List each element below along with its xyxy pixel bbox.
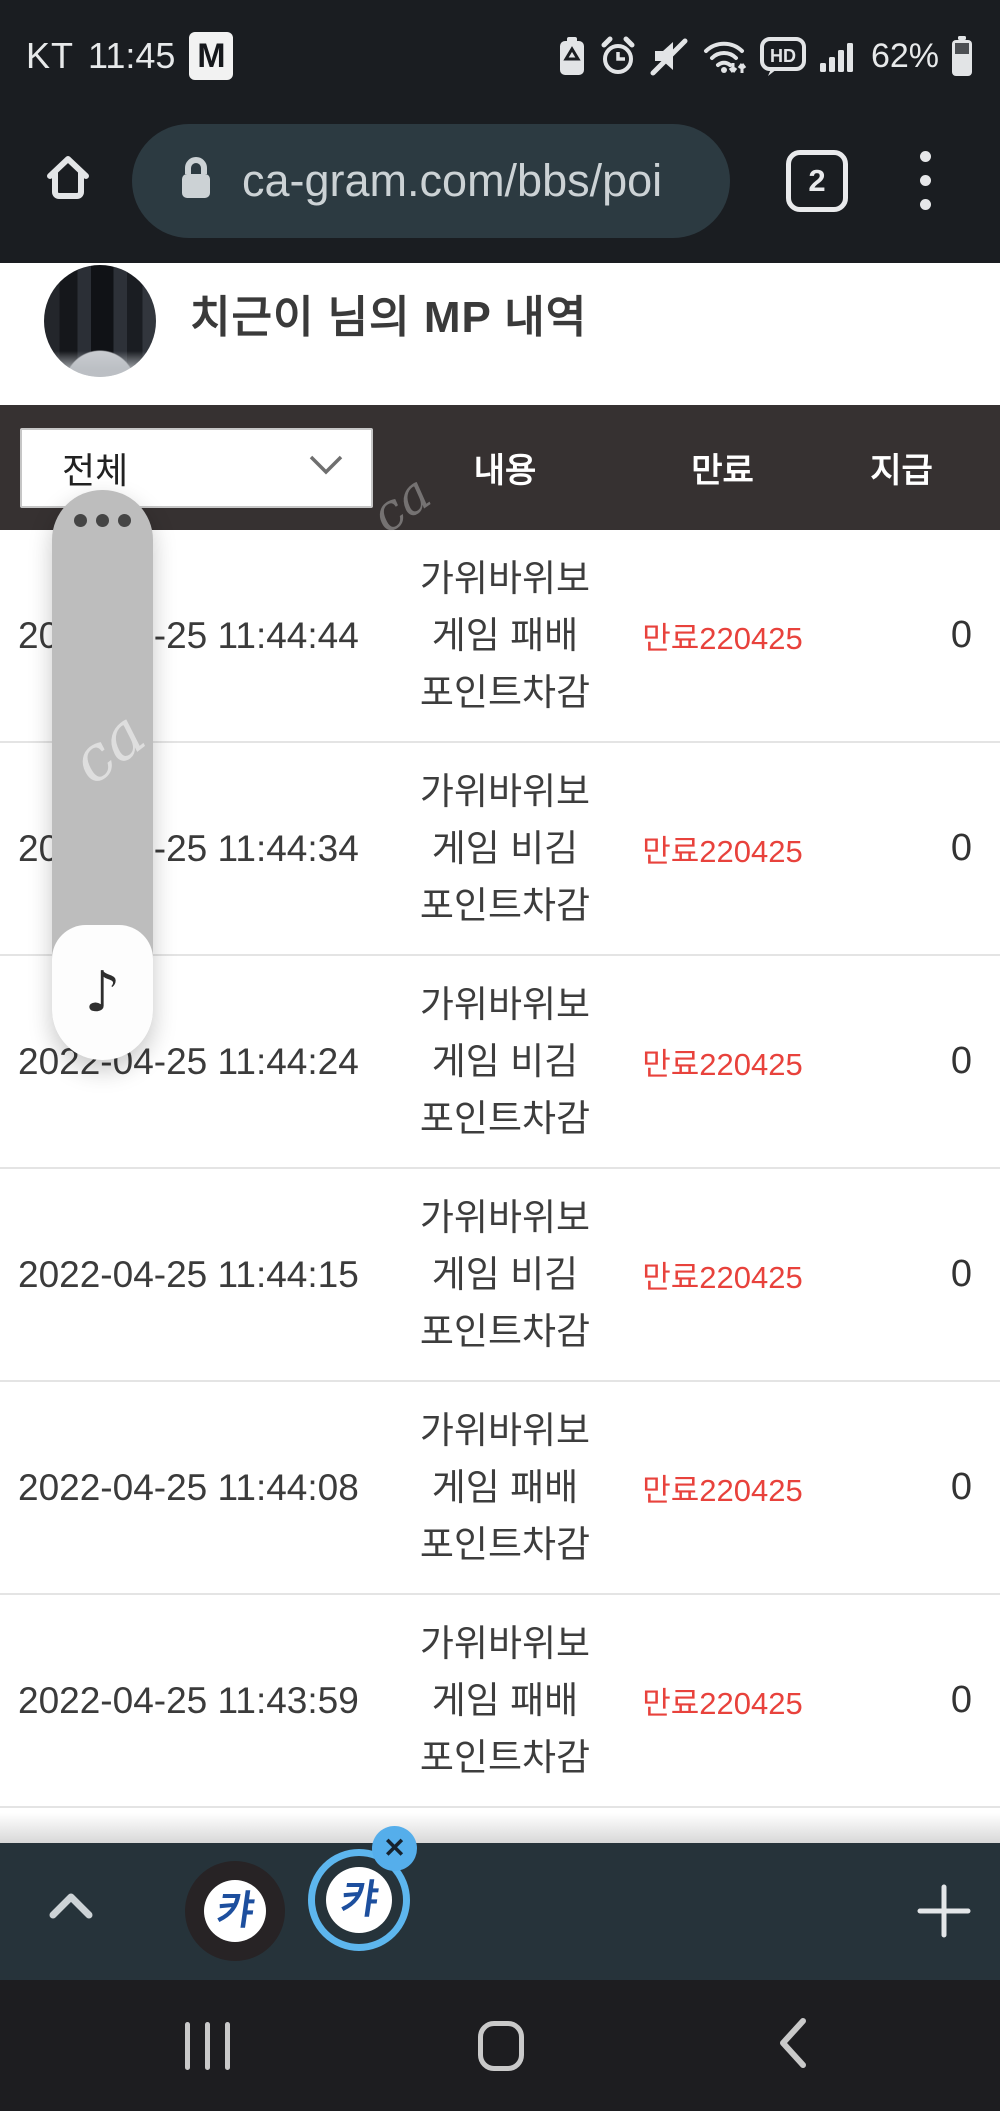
menu-dot bbox=[920, 175, 931, 186]
svg-text:HD: HD bbox=[770, 46, 796, 66]
app-logo: 캬 bbox=[326, 1867, 392, 1933]
filter-selected-value: 전체 bbox=[62, 449, 129, 491]
page-bottom-shade bbox=[0, 1813, 1000, 1843]
status-bar: KT 11:45 M HD bbox=[0, 18, 1000, 94]
row-content: 가위바위보 게임 패배 포인트차감 bbox=[419, 1623, 591, 1778]
table-row: 2022-04-25 11:43:59 가위바위보 게임 패배 포인트차감 만료… bbox=[0, 1595, 1000, 1808]
row-pay: 0 bbox=[950, 827, 972, 869]
table-row: 2022-04-25 11:44:15 가위바위보 게임 비김 포인트차감 만료… bbox=[0, 1169, 1000, 1382]
carrier-label: KT bbox=[26, 35, 75, 76]
recents-button[interactable] bbox=[185, 2021, 230, 2070]
back-chevron-icon bbox=[771, 2018, 815, 2077]
filter-select[interactable]: 전체 bbox=[20, 427, 373, 508]
row-datetime: 2022-04-25 11:44:08 bbox=[18, 1466, 359, 1508]
tab-count-button[interactable]: 2 bbox=[786, 149, 848, 212]
chevron-up-icon bbox=[45, 1893, 97, 1931]
home-icon bbox=[40, 150, 96, 211]
row-datetime: 2022-04-25 11:44:24 bbox=[18, 1040, 359, 1082]
row-expire: 만료220425 bbox=[642, 1260, 803, 1295]
browser-chrome: KT 11:45 M HD bbox=[0, 0, 1000, 263]
battery-icon bbox=[950, 34, 974, 78]
row-expire: 만료220425 bbox=[642, 1047, 803, 1082]
table-header: 전체 내용 만료 지급 bbox=[0, 405, 1000, 530]
column-header-pay: 지급 bbox=[870, 452, 933, 490]
app-bubble[interactable]: 캬 bbox=[185, 1861, 285, 1961]
status-time: 11:45 bbox=[88, 35, 176, 76]
recents-icon bbox=[185, 2021, 190, 2070]
row-content: 가위바위보 게임 패배 포인트차감 bbox=[419, 1410, 591, 1565]
browser-home-button[interactable] bbox=[38, 151, 98, 211]
back-button[interactable] bbox=[771, 2013, 815, 2078]
row-expire: 만료220425 bbox=[642, 1686, 803, 1721]
row-datetime: 2022-04-25 11:43:59 bbox=[18, 1679, 359, 1721]
hd-voice-icon: HD bbox=[759, 35, 807, 77]
row-expire: 만료220425 bbox=[642, 834, 803, 869]
wifi-arrows-icon bbox=[700, 35, 748, 77]
floating-panel-handle[interactable]: ♪ bbox=[52, 490, 153, 1060]
close-bubble-button[interactable]: ✕ bbox=[372, 1826, 417, 1871]
row-pay: 0 bbox=[950, 1679, 972, 1721]
table-row: 2022-04-25 11:44:44 가위바위보 게임 패배 포인트차감 만료… bbox=[0, 530, 1000, 743]
avatar[interactable] bbox=[44, 265, 156, 377]
row-content: 가위바위보 게임 비김 포인트차감 bbox=[419, 771, 591, 926]
menu-dot bbox=[920, 199, 931, 210]
row-content: 가위바위보 게임 비김 포인트차감 bbox=[419, 984, 591, 1139]
table-row: 2022-04-25 11:44:08 가위바위보 게임 패배 포인트차감 만료… bbox=[0, 1382, 1000, 1595]
signal-icon bbox=[818, 35, 856, 77]
table-row: 2022-04-25 11:44:24 가위바위보 게임 비김 포인트차감 만료… bbox=[0, 956, 1000, 1169]
row-expire: 만료220425 bbox=[642, 621, 803, 656]
app-logo: 캬 bbox=[204, 1880, 266, 1942]
chevron-down-icon bbox=[307, 452, 345, 483]
bottom-toolbar: 캬 캬 ✕ bbox=[0, 1826, 1000, 1980]
table-row: 2022-04-25 11:44:34 가위바위보 게임 비김 포인트차감 만료… bbox=[0, 743, 1000, 956]
row-expire: 만료220425 bbox=[642, 1473, 803, 1508]
row-content: 가위바위보 게임 비김 포인트차감 bbox=[419, 1197, 591, 1352]
status-left: KT 11:45 M bbox=[26, 32, 234, 80]
plus-icon bbox=[916, 1884, 972, 1943]
music-note-icon: ♪ bbox=[84, 959, 121, 1025]
row-datetime: 2022-04-25 11:44:15 bbox=[18, 1253, 359, 1295]
url-text: ca-gram.com/bbs/poi bbox=[242, 154, 663, 206]
row-pay: 0 bbox=[950, 614, 972, 656]
web-page: 치근이 님의 MP 내역 전체 내용 만료 지급 2022-04-25 11:4… bbox=[0, 263, 1000, 1843]
row-pay: 0 bbox=[950, 1040, 972, 1082]
collapse-button[interactable] bbox=[45, 1887, 97, 1932]
sim-badge: M bbox=[189, 32, 234, 80]
music-handle-button[interactable]: ♪ bbox=[52, 925, 153, 1060]
column-header-content: 내용 bbox=[473, 452, 537, 490]
page-title: 치근이 님의 MP 내역 bbox=[190, 293, 588, 342]
tab-count: 2 bbox=[808, 162, 826, 198]
alarm-icon bbox=[598, 35, 638, 77]
battery-percent: 62% bbox=[870, 36, 939, 75]
column-header-expire: 만료 bbox=[691, 452, 754, 490]
browser-menu-button[interactable] bbox=[910, 141, 941, 220]
app-bubble-active[interactable]: 캬 bbox=[308, 1849, 410, 1951]
status-icons: HD 62% bbox=[557, 34, 974, 78]
more-dots-icon[interactable] bbox=[52, 514, 153, 527]
app-logo-icon: 캬 bbox=[213, 1889, 257, 1933]
row-pay: 0 bbox=[950, 1466, 972, 1508]
menu-dot bbox=[920, 151, 931, 162]
close-icon: ✕ bbox=[383, 1833, 406, 1863]
mute-icon bbox=[649, 35, 689, 77]
profile-header: 치근이 님의 MP 내역 bbox=[0, 263, 1000, 405]
url-row: ca-gram.com/bbs/poi 2 bbox=[0, 108, 1000, 253]
battery-saver-icon bbox=[557, 35, 587, 77]
android-nav-bar bbox=[0, 1980, 1000, 2111]
row-content: 가위바위보 게임 패배 포인트차감 bbox=[419, 558, 591, 713]
address-bar[interactable]: ca-gram.com/bbs/poi bbox=[132, 123, 730, 238]
table-body: 2022-04-25 11:44:44 가위바위보 게임 패배 포인트차감 만료… bbox=[0, 530, 1000, 1808]
app-logo-icon: 캬 bbox=[337, 1878, 381, 1922]
lock-icon bbox=[176, 154, 216, 207]
row-pay: 0 bbox=[950, 1253, 972, 1295]
home-nav-button[interactable] bbox=[477, 2020, 524, 2071]
add-button[interactable] bbox=[916, 1883, 972, 1944]
